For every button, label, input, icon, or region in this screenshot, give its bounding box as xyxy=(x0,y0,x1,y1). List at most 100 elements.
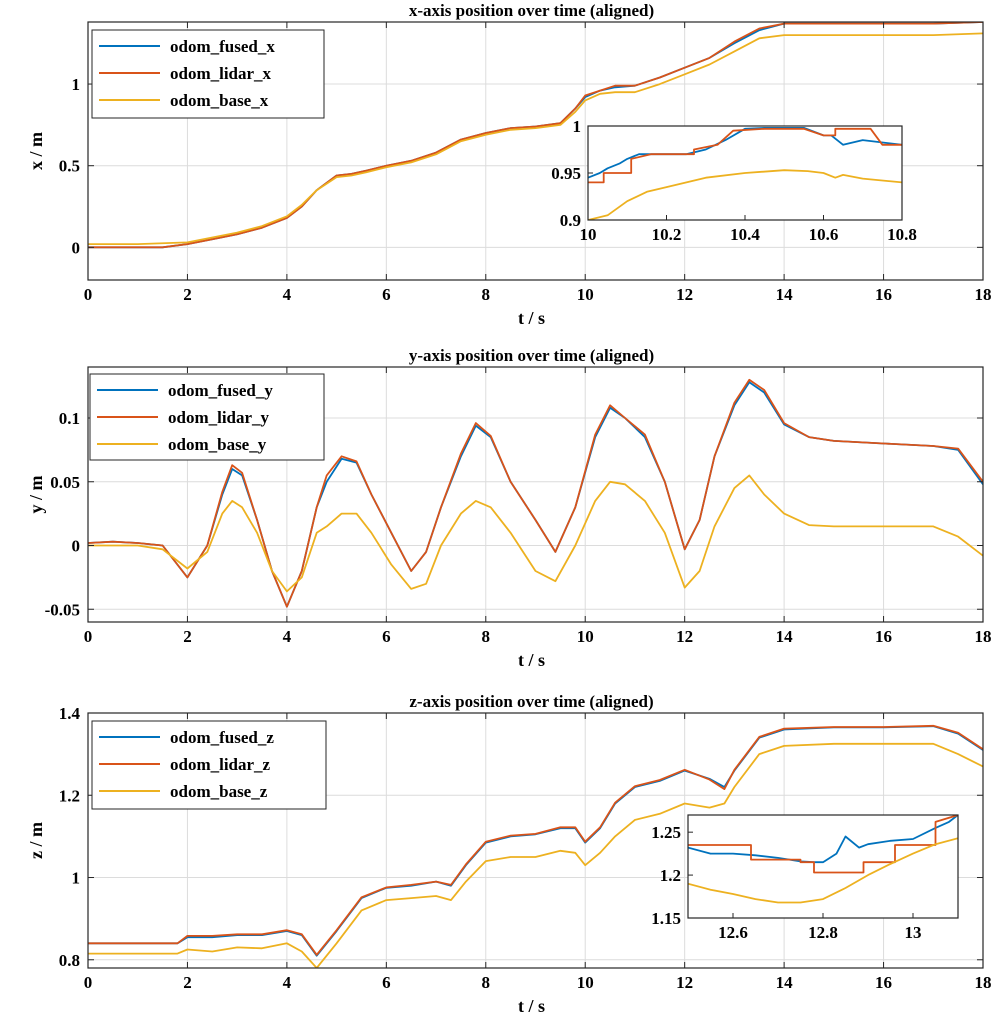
inset-series-group xyxy=(688,815,958,904)
x-tick-label: 2 xyxy=(183,627,192,646)
y-tick-label: 1 xyxy=(72,75,81,94)
x-tick-label: 18 xyxy=(975,627,992,646)
x-tick-label: 6 xyxy=(382,285,391,304)
chart-panel-1: 0 2 4 6 8 10 12 14 16 18 0 0.5 1 x-axis position over… xyxy=(26,1,992,328)
y-tick-label: -0.05 xyxy=(45,600,80,619)
legend-label: odom_base_z xyxy=(170,782,268,801)
x-tick-label: 10 xyxy=(577,627,594,646)
inset-series-line-odom_base_z xyxy=(688,837,958,904)
legend-label: odom_lidar_z xyxy=(170,755,271,774)
x-tick-label: 16 xyxy=(875,973,892,992)
x-tick-label: 10 xyxy=(577,973,594,992)
y-tick-label: 0.5 xyxy=(59,157,80,176)
inset-y-tick-label: 1.25 xyxy=(651,823,681,842)
x-tick-label: 12 xyxy=(676,627,693,646)
inset-y-tick-label: 1 xyxy=(573,117,582,136)
legend-label: odom_fused_y xyxy=(168,381,273,400)
inset-y-tick-label: 1.15 xyxy=(651,909,681,928)
x-tick-label: 16 xyxy=(875,285,892,304)
chart-title: z-axis position over time (aligned) xyxy=(409,692,653,711)
series-group xyxy=(88,724,983,968)
inset-series-group xyxy=(588,127,902,220)
inset-plot-area xyxy=(688,815,958,918)
series-line-odom_lidar_x xyxy=(88,22,983,249)
x-axis-label: t / s xyxy=(518,996,545,1016)
inset-x-tick-label: 10.8 xyxy=(887,225,917,244)
series-group xyxy=(88,22,983,249)
y-tick-label: 1 xyxy=(72,869,81,888)
y-tick-label: 0.05 xyxy=(50,473,80,492)
y-tick-label: 0 xyxy=(72,537,81,556)
inset-x-tick-label: 10.6 xyxy=(809,225,839,244)
series-line-odom_lidar_y xyxy=(88,378,983,608)
x-tick-label: 14 xyxy=(776,627,794,646)
x-tick-label: 6 xyxy=(382,627,391,646)
series-line-odom_fused_y xyxy=(88,381,983,608)
x-axis-label: t / s xyxy=(518,308,545,328)
x-tick-label: 16 xyxy=(875,627,892,646)
x-tick-label: 18 xyxy=(975,285,992,304)
x-tick-label: 0 xyxy=(84,973,93,992)
inset-x-tick-label: 10 xyxy=(580,225,597,244)
y-tick-label: 0.8 xyxy=(59,951,80,970)
chart-title: x-axis position over time (aligned) xyxy=(409,1,654,20)
inset-series-line-odom_lidar_z xyxy=(688,815,958,874)
x-tick-label: 0 xyxy=(84,285,93,304)
inset-x-tick-label: 10.2 xyxy=(652,225,682,244)
series-line-odom_base_y xyxy=(88,474,983,593)
y-axis-label: z / m xyxy=(26,822,46,859)
legend-label: odom_fused_z xyxy=(170,728,274,747)
legend-label: odom_base_y xyxy=(168,435,267,454)
inset-x-tick-label: 12.6 xyxy=(718,923,748,942)
series-line-odom_base_x xyxy=(88,32,983,245)
y-axis-label: x / m xyxy=(26,132,46,170)
x-tick-label: 8 xyxy=(482,285,491,304)
x-tick-label: 4 xyxy=(283,627,292,646)
legend: odom_fused_z odom_lidar_z odom_base_z xyxy=(91,720,327,810)
x-tick-label: 10 xyxy=(577,285,594,304)
x-tick-label: 0 xyxy=(84,627,93,646)
legend-label: odom_fused_x xyxy=(170,37,275,56)
legend-label: odom_base_x xyxy=(170,91,269,110)
inset-y-tick-label: 0.9 xyxy=(560,211,581,230)
x-tick-label: 4 xyxy=(283,285,292,304)
x-tick-label: 14 xyxy=(776,285,794,304)
x-tick-label: 8 xyxy=(482,973,491,992)
inset-axes: 10 10.2 10.4 10.6 10.8 0.9 0.95 1 xyxy=(551,117,917,244)
x-axis-label: t / s xyxy=(518,650,545,670)
x-tick-label: 8 xyxy=(482,627,491,646)
x-tick-label: 2 xyxy=(183,285,192,304)
x-tick-label: 2 xyxy=(183,973,192,992)
x-tick-label: 14 xyxy=(776,973,794,992)
x-tick-label: 12 xyxy=(676,973,693,992)
legend-label: odom_lidar_y xyxy=(168,408,270,427)
x-tick-label: 12 xyxy=(676,285,693,304)
y-tick-label: 0.1 xyxy=(59,409,80,428)
y-axis-label: y / m xyxy=(26,475,46,513)
series-group xyxy=(88,378,983,608)
inset-x-tick-label: 13 xyxy=(905,923,922,942)
inset-axes: 12.6 12.8 13 1.15 1.2 1.25 xyxy=(651,814,959,942)
legend: odom_fused_y odom_lidar_y odom_base_y xyxy=(89,373,325,461)
series-line-odom_base_z xyxy=(88,742,983,968)
x-tick-label: 6 xyxy=(382,973,391,992)
axes-frame xyxy=(87,366,984,623)
axes-frame xyxy=(87,712,984,969)
inset-x-tick-label: 10.4 xyxy=(730,225,760,244)
inset-series-line-odom_base_x xyxy=(588,169,902,220)
inset-y-tick-label: 0.95 xyxy=(551,164,581,183)
y-tick-label: 1.2 xyxy=(59,786,80,805)
series-line-odom_lidar_z xyxy=(88,724,983,956)
legend-label: odom_lidar_x xyxy=(170,64,272,83)
x-tick-label: 18 xyxy=(975,973,992,992)
inset-y-tick-label: 1.2 xyxy=(660,866,681,885)
inset-series-line-odom_fused_z xyxy=(688,815,958,864)
y-tick-label: 1.4 xyxy=(59,704,81,723)
chart-title: y-axis position over time (aligned) xyxy=(409,346,654,365)
legend: odom_fused_x odom_lidar_x odom_base_x xyxy=(91,29,325,119)
inset-series-line-odom_lidar_x xyxy=(588,127,902,184)
x-tick-label: 4 xyxy=(283,973,292,992)
inset-x-tick-label: 12.8 xyxy=(808,923,838,942)
